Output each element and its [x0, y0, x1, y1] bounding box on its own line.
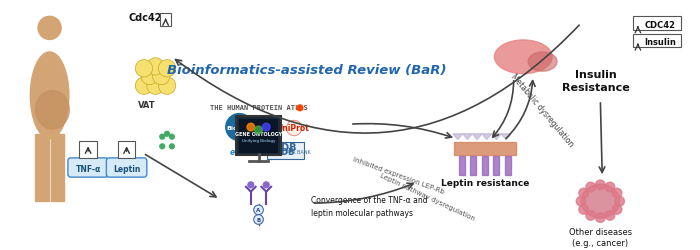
FancyBboxPatch shape: [160, 14, 172, 27]
Text: Metabolic dysregulation: Metabolic dysregulation: [510, 72, 575, 148]
Circle shape: [169, 144, 174, 149]
Circle shape: [576, 196, 586, 206]
FancyArrowPatch shape: [493, 82, 514, 138]
FancyArrowPatch shape: [176, 26, 579, 134]
Circle shape: [135, 78, 153, 95]
FancyArrowPatch shape: [314, 184, 413, 203]
FancyArrowPatch shape: [353, 124, 452, 138]
Circle shape: [248, 182, 253, 188]
Polygon shape: [491, 134, 501, 140]
Bar: [482, 156, 488, 176]
Text: THE HUMAN PROTEIN ATLAS: THE HUMAN PROTEIN ATLAS: [210, 104, 307, 110]
Circle shape: [147, 78, 164, 95]
Text: Other diseases
(e.g., cancer): Other diseases (e.g., cancer): [569, 227, 632, 247]
Ellipse shape: [494, 41, 552, 74]
Ellipse shape: [36, 91, 69, 130]
Text: GENE ONTOLOGY: GENE ONTOLOGY: [235, 132, 282, 137]
Ellipse shape: [30, 53, 69, 139]
Circle shape: [615, 196, 624, 206]
Text: B: B: [256, 217, 260, 222]
Text: Bioinformatics-assisted Review (BaR): Bioinformatics-assisted Review (BaR): [167, 64, 447, 76]
Circle shape: [596, 213, 605, 222]
FancyArrowPatch shape: [506, 81, 535, 139]
Polygon shape: [501, 134, 511, 140]
Circle shape: [255, 126, 262, 134]
Circle shape: [158, 60, 176, 78]
Circle shape: [153, 68, 170, 85]
Circle shape: [160, 135, 164, 140]
Circle shape: [160, 144, 164, 149]
Text: Unifying Biology: Unifying Biology: [241, 138, 275, 142]
Circle shape: [158, 78, 176, 95]
FancyBboxPatch shape: [106, 158, 147, 178]
Text: CDC42: CDC42: [645, 20, 676, 30]
Circle shape: [297, 106, 303, 111]
Circle shape: [164, 132, 169, 137]
Text: Insulin: Insulin: [644, 38, 676, 47]
Polygon shape: [473, 134, 482, 140]
Circle shape: [226, 114, 253, 141]
Text: PROTEIN DATA BANK: PROTEIN DATA BANK: [260, 149, 311, 154]
Polygon shape: [482, 134, 491, 140]
Circle shape: [169, 135, 174, 140]
Text: UniProt: UniProt: [276, 123, 309, 132]
Circle shape: [579, 205, 589, 214]
Bar: [454, 142, 516, 155]
Text: Inhibited expression LEP-Rb: Inhibited expression LEP-Rb: [351, 156, 444, 195]
Circle shape: [286, 121, 302, 136]
Text: Insulin
Resistance: Insulin Resistance: [561, 70, 629, 93]
Circle shape: [253, 205, 263, 215]
Bar: [470, 156, 476, 176]
FancyBboxPatch shape: [237, 117, 281, 155]
FancyBboxPatch shape: [68, 158, 108, 178]
Circle shape: [612, 205, 622, 214]
Polygon shape: [463, 134, 473, 140]
Circle shape: [606, 211, 615, 220]
Circle shape: [262, 124, 270, 132]
Circle shape: [253, 215, 263, 224]
FancyBboxPatch shape: [239, 120, 279, 153]
FancyArrowPatch shape: [599, 104, 605, 173]
Bar: [50, 134, 64, 202]
FancyBboxPatch shape: [79, 141, 97, 158]
Ellipse shape: [528, 53, 557, 72]
Bar: [35, 134, 48, 202]
Text: Leptin pathway dysregulation: Leptin pathway dysregulation: [379, 172, 475, 221]
FancyArrowPatch shape: [146, 155, 216, 197]
FancyBboxPatch shape: [118, 141, 135, 158]
Circle shape: [586, 182, 596, 192]
Ellipse shape: [581, 184, 620, 218]
Polygon shape: [453, 134, 463, 140]
Text: A: A: [256, 208, 260, 212]
Circle shape: [606, 182, 615, 192]
Text: PDB: PDB: [274, 143, 297, 153]
Circle shape: [38, 17, 61, 40]
Text: BioGPS: BioGPS: [227, 125, 252, 130]
Text: Convergence of the TNF-α and
leptin molecular pathways: Convergence of the TNF-α and leptin mole…: [312, 196, 428, 217]
Circle shape: [612, 188, 622, 198]
FancyBboxPatch shape: [633, 34, 681, 48]
Circle shape: [586, 211, 596, 220]
Circle shape: [579, 188, 589, 198]
Text: Cdc42: Cdc42: [129, 13, 162, 23]
Text: TNF-α: TNF-α: [76, 164, 101, 173]
FancyBboxPatch shape: [267, 143, 304, 159]
Circle shape: [135, 60, 153, 78]
Circle shape: [141, 68, 158, 85]
FancyBboxPatch shape: [633, 17, 681, 31]
Circle shape: [247, 124, 255, 132]
Bar: [494, 156, 499, 176]
Text: e Ensembl: e Ensembl: [230, 147, 274, 156]
Bar: [458, 156, 465, 176]
Text: PDB: PDB: [276, 147, 295, 156]
Text: Leptin: Leptin: [113, 164, 140, 173]
Circle shape: [147, 58, 164, 76]
Text: Leptin resistance: Leptin resistance: [440, 178, 529, 187]
Text: VAT: VAT: [138, 100, 156, 110]
Circle shape: [596, 180, 605, 190]
Circle shape: [263, 182, 269, 188]
Bar: [505, 156, 511, 176]
